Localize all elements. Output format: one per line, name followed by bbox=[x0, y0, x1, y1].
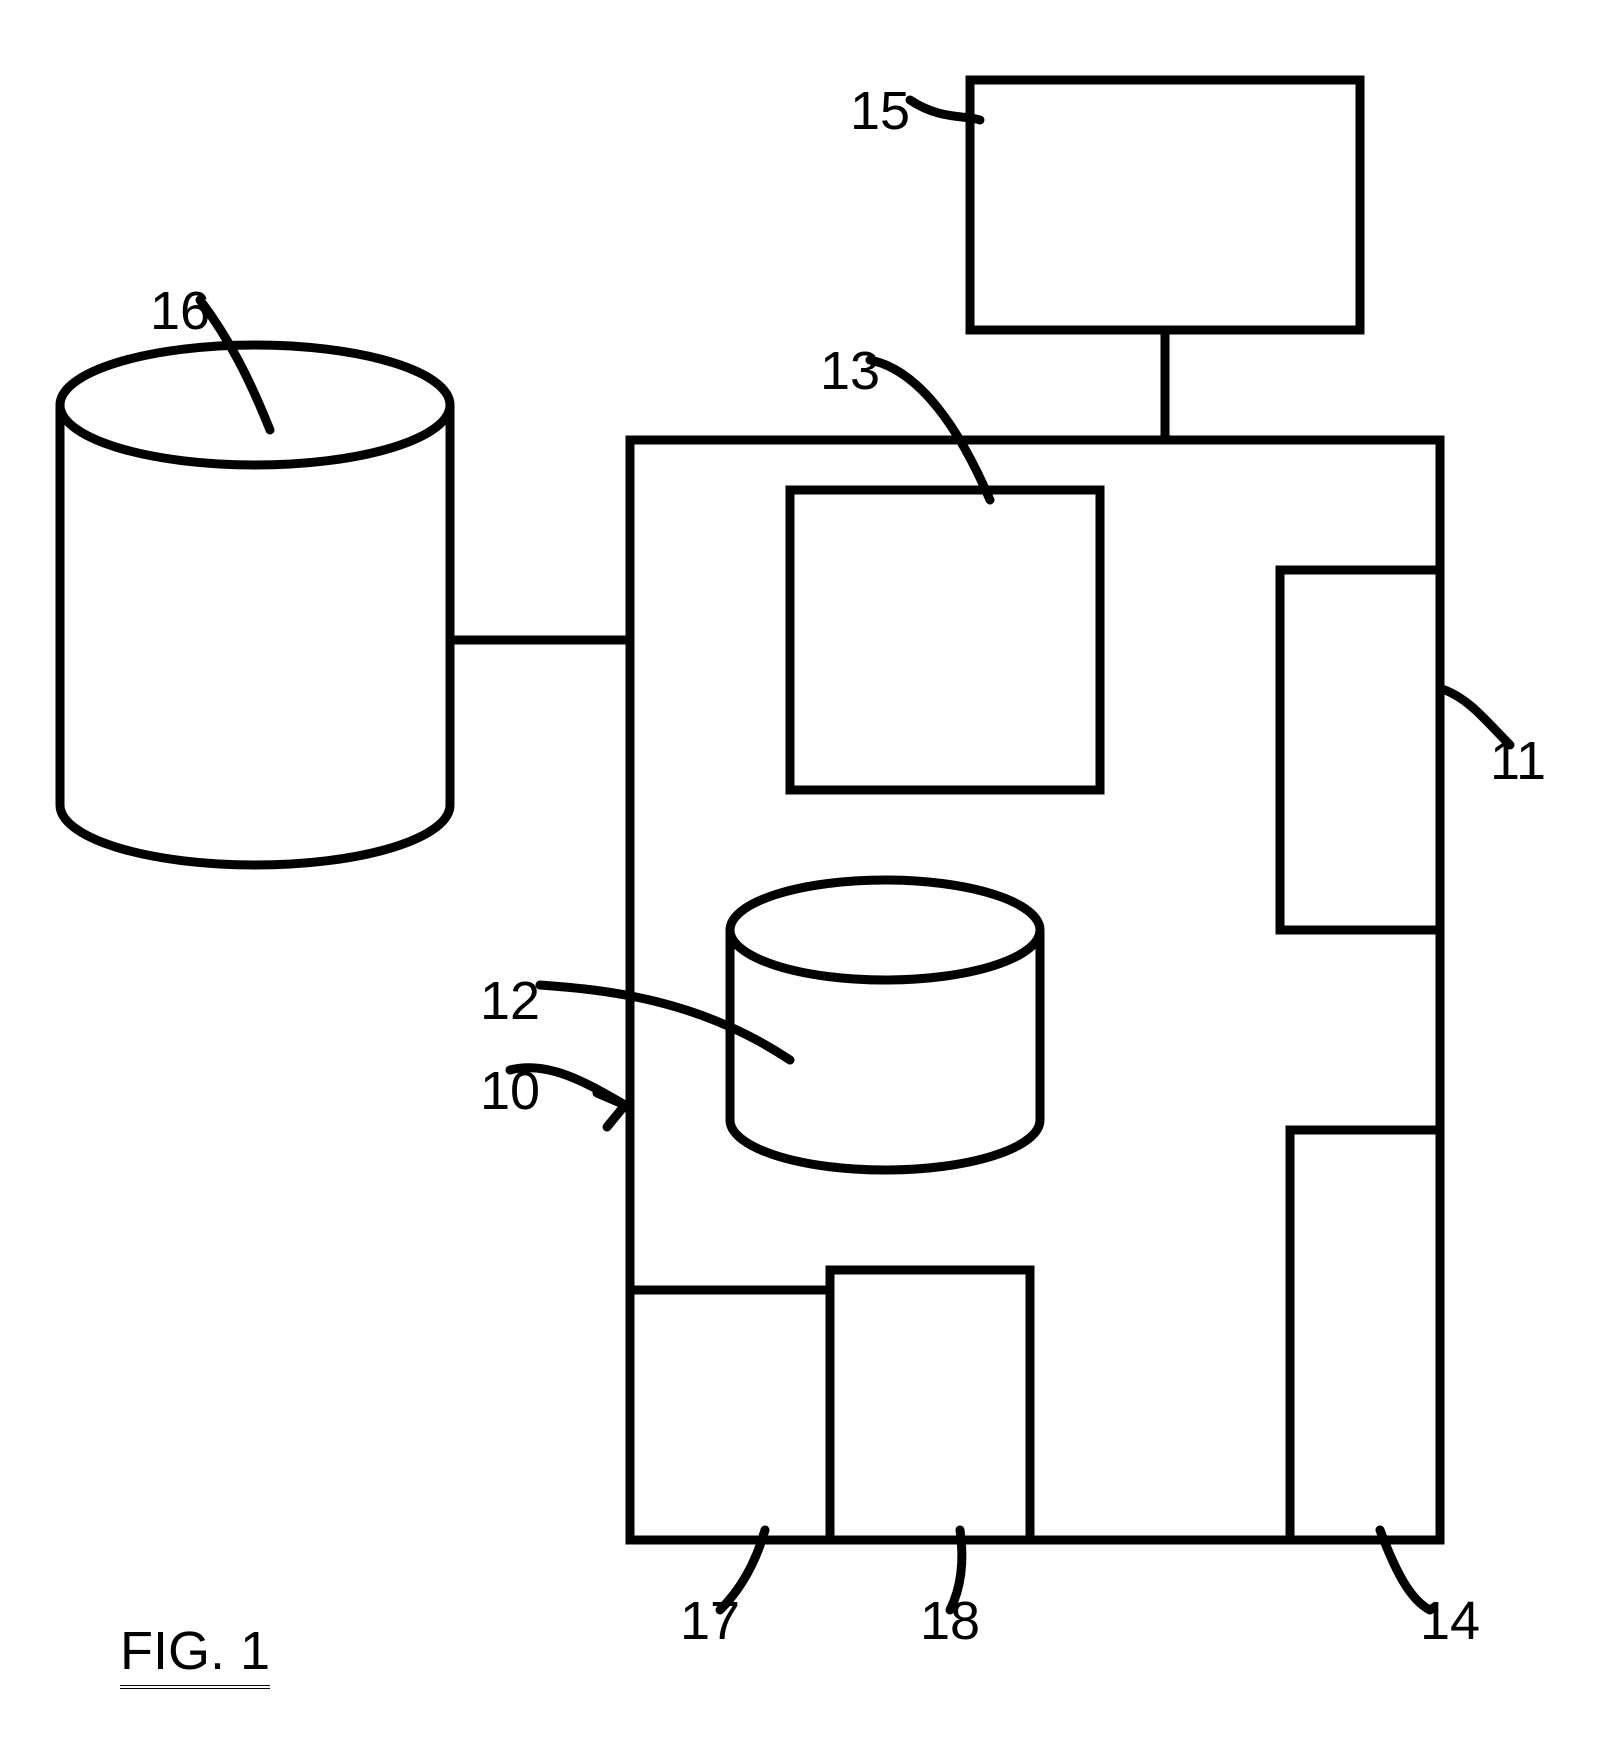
figure-title: FIG. 1 bbox=[120, 1620, 270, 1689]
label-18: 18 bbox=[920, 1590, 980, 1652]
label-15: 15 bbox=[850, 80, 910, 142]
label-14: 14 bbox=[1420, 1590, 1480, 1652]
label-13: 13 bbox=[820, 340, 880, 402]
label-17: 17 bbox=[680, 1590, 740, 1652]
label-11: 11 bbox=[1490, 730, 1546, 792]
label-10: 10 bbox=[480, 1060, 540, 1122]
label-16: 16 bbox=[150, 280, 210, 342]
label-12: 12 bbox=[480, 970, 540, 1032]
diagram-svg bbox=[0, 0, 1610, 1754]
